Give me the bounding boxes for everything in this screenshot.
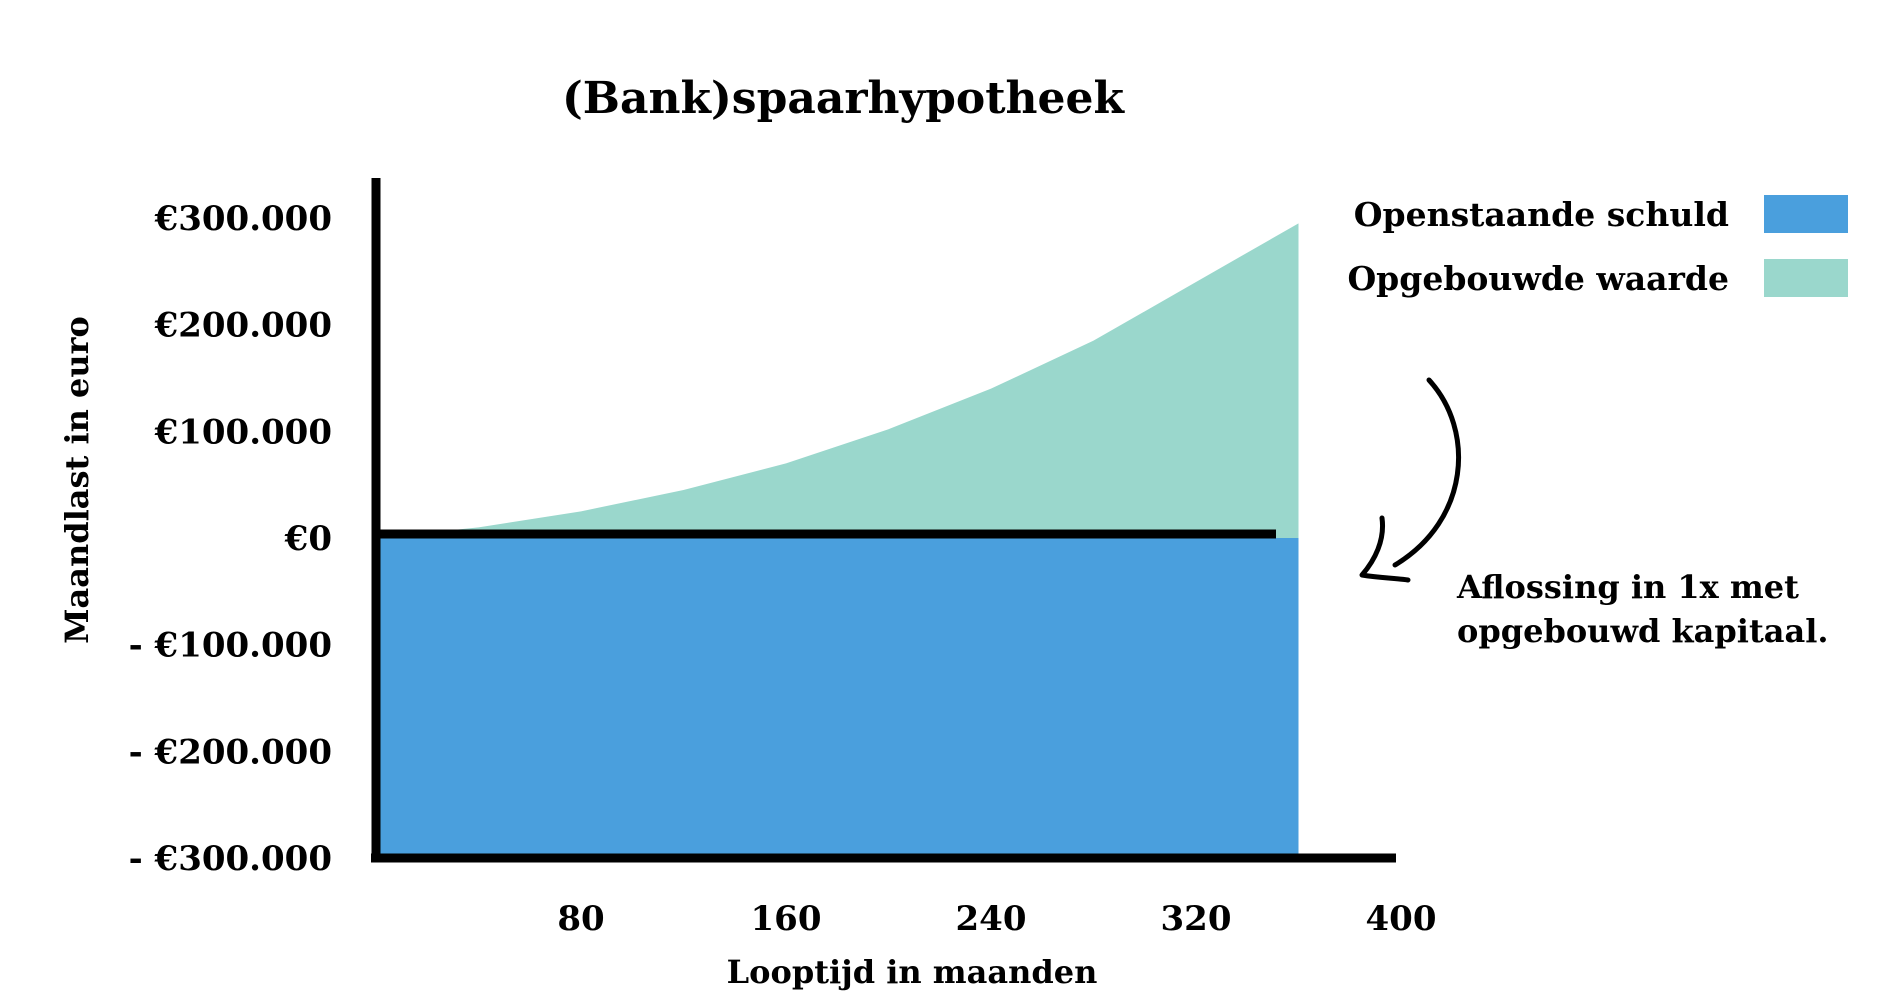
annotation-line-2: opgebouwd kapitaal. (1457, 612, 1828, 650)
x-tick-label: 320 (1161, 899, 1232, 939)
y-tick-label: €200.000 (154, 306, 332, 346)
legend-label-2: Opgebouwde waarde (1347, 259, 1729, 298)
y-axis-label: Maandlast in euro (58, 316, 96, 644)
chart-title: (Bank)spaarhypotheek (562, 73, 1126, 124)
y-tick-label: €0 (284, 519, 332, 559)
legend-label-1: Openstaande schuld (1354, 195, 1729, 234)
annotation: Aflossing in 1x met opgebouwd kapitaal. (1359, 377, 1828, 650)
arrow-head-icon (1359, 515, 1411, 583)
legend-swatch-1 (1764, 195, 1848, 233)
x-tick-label: 160 (751, 899, 822, 939)
series-layer (376, 223, 1299, 858)
curved-arrow-icon (1392, 377, 1461, 568)
y-tick-label: €300.000 (154, 199, 332, 239)
y-tick-label: - €100.000 (129, 626, 332, 666)
y-tick-label: - €300.000 (129, 839, 332, 879)
axes (371, 178, 1396, 863)
x-tick-labels: 80 160 240 320 400 (557, 899, 1436, 939)
y-tick-labels: €300.000 €200.000 €100.000 €0 - €100.000 - €2… (129, 199, 332, 879)
x-axis-label: Looptijd in maanden (727, 953, 1098, 991)
legend-swatch-2 (1764, 259, 1848, 297)
series-area-1 (376, 538, 1299, 858)
x-tick-label: 240 (956, 899, 1027, 939)
annotation-line-1: Aflossing in 1x met (1456, 568, 1799, 606)
y-tick-label: €100.000 (154, 412, 332, 452)
x-tick-label: 400 (1366, 899, 1437, 939)
x-tick-label: 80 (557, 899, 604, 939)
y-tick-label: - €200.000 (129, 732, 332, 772)
series-area-2 (376, 223, 1299, 539)
legend: Openstaande schuld Opgebouwde waarde (1347, 195, 1848, 298)
